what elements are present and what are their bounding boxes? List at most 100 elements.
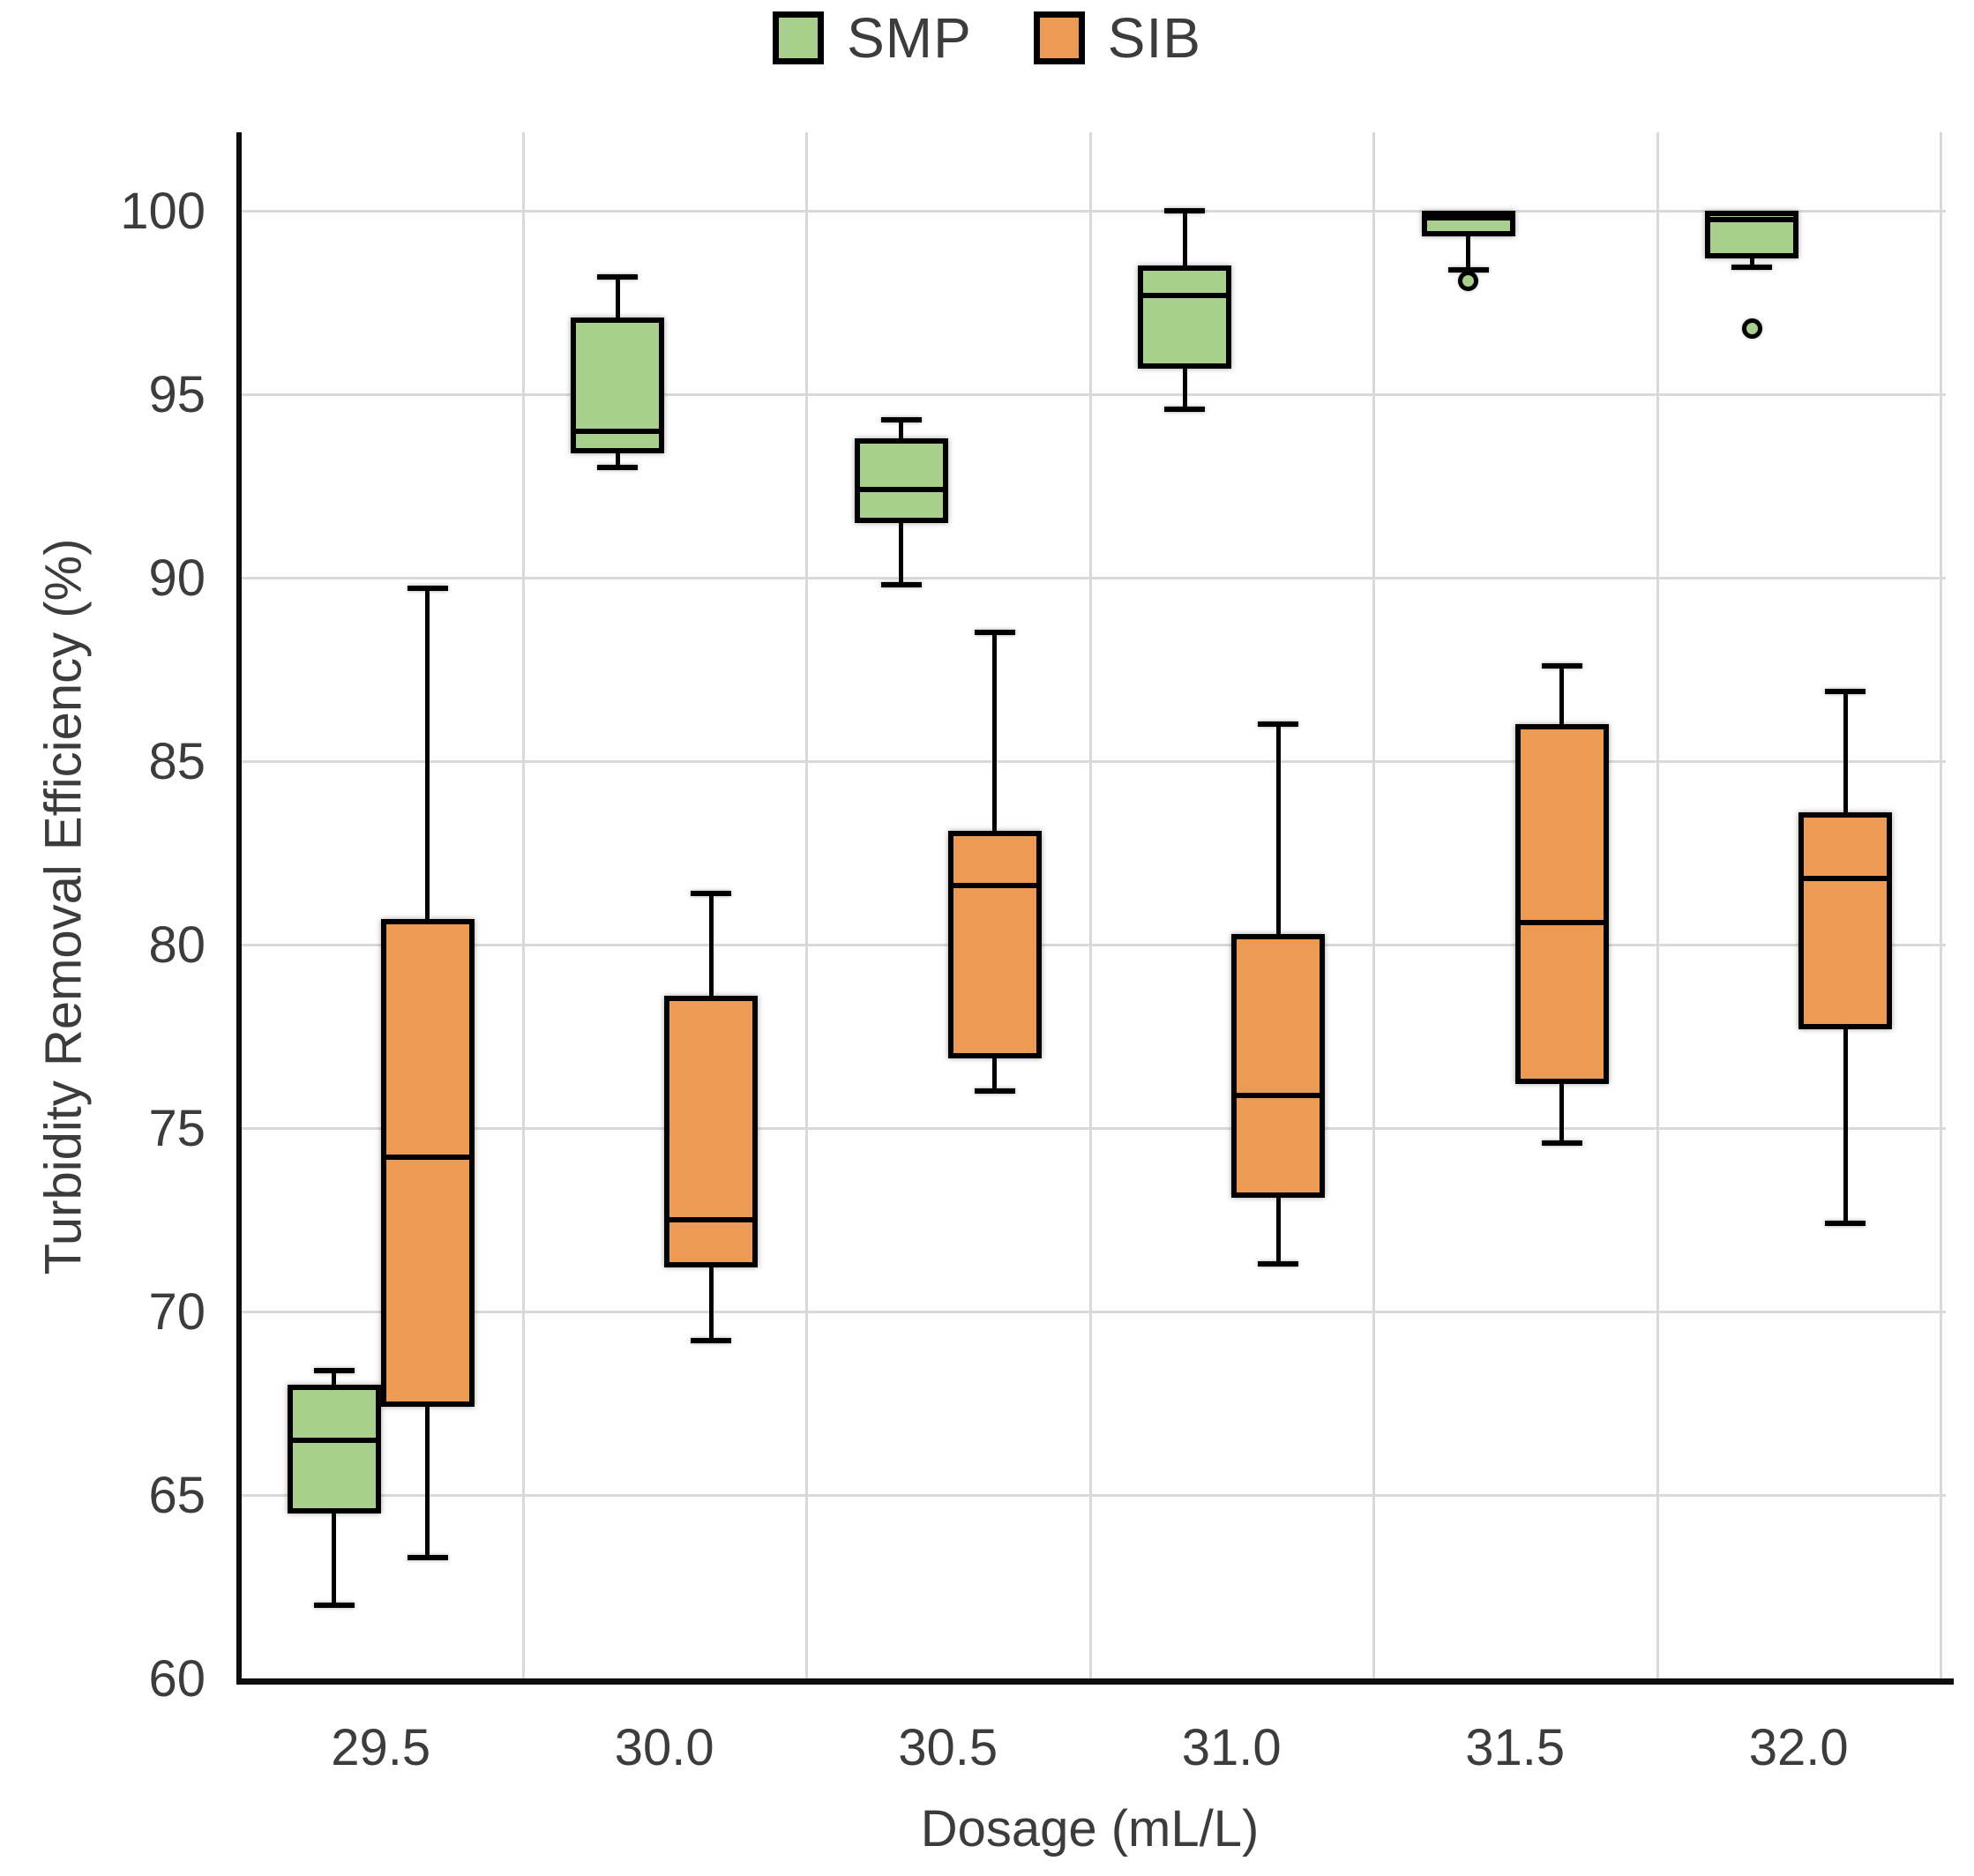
- box-sib-30.0-whisker-upper: [708, 893, 714, 997]
- box-smp-31.0-whisker-lower: [1182, 368, 1187, 409]
- x-tick-label: 29.5: [331, 1719, 431, 1776]
- box-sib-29.5-cap-lower: [407, 1554, 448, 1560]
- legend-item-sib: SIB: [1033, 5, 1201, 71]
- y-tick-label: 80: [148, 916, 206, 974]
- box-smp-30.5-whisker-upper: [899, 420, 904, 438]
- box-sib-32.0-median: [1798, 876, 1893, 882]
- x-tick-label: 32.0: [1748, 1719, 1849, 1776]
- gridline-y-95: [239, 393, 1946, 396]
- y-tick-label: 85: [148, 733, 206, 790]
- box-smp-30.5-median: [854, 487, 948, 493]
- box-sib-31.5-whisker-lower: [1559, 1084, 1565, 1143]
- gridline-x-6: [1940, 132, 1942, 1678]
- y-axis-line: [236, 132, 242, 1685]
- box-sib-31.0-whisker-upper: [1275, 724, 1281, 934]
- legend-swatch-icon: [1033, 11, 1085, 64]
- box-sib-31.5-whisker-upper: [1559, 665, 1565, 725]
- y-tick-label: 90: [148, 549, 206, 607]
- box-sib-29.5-cap-upper: [407, 586, 448, 592]
- box-sib-31.5-cap-lower: [1541, 1140, 1582, 1146]
- box-smp-31.5-rect: [1421, 211, 1515, 237]
- box-smp-32.0-cap-lower: [1731, 265, 1773, 271]
- box-sib-30.5-rect: [947, 831, 1042, 1058]
- box-smp-30.5-cap-lower: [880, 582, 922, 588]
- box-smp-29.5-whisker-upper: [332, 1370, 337, 1386]
- box-sib-30.5-median: [947, 883, 1042, 889]
- box-sib-30.0-whisker-lower: [708, 1267, 714, 1342]
- box-sib-31.0-whisker-lower: [1275, 1198, 1281, 1264]
- box-sib-32.0-whisker-upper: [1843, 691, 1848, 813]
- box-sib-30.0-rect: [664, 996, 759, 1268]
- box-sib-31.5-median: [1514, 920, 1609, 926]
- box-sib-32.0-rect: [1798, 812, 1893, 1029]
- legend-label: SMP: [847, 6, 972, 70]
- box-smp-30.5-rect: [854, 437, 948, 523]
- box-smp-29.5-whisker-lower: [332, 1513, 337, 1605]
- box-smp-31.0-median: [1138, 292, 1232, 298]
- box-smp-29.5-rect: [287, 1385, 381, 1514]
- gridline-x-3: [1088, 132, 1092, 1678]
- box-sib-32.0-cap-upper: [1825, 688, 1866, 694]
- legend-item-smp: SMP: [773, 5, 972, 71]
- box-sib-31.0-median: [1231, 1092, 1326, 1098]
- box-sib-31.5-rect: [1514, 724, 1609, 1085]
- box-smp-30.5-cap-upper: [880, 417, 922, 423]
- box-smp-30.0-cap-upper: [597, 273, 639, 280]
- gridline-y-85: [239, 760, 1946, 763]
- legend: SMP SIB: [0, 5, 1974, 71]
- x-tick-label: 31.5: [1465, 1719, 1566, 1776]
- box-sib-30.0-cap-upper: [691, 890, 732, 896]
- box-smp-30.5-whisker-lower: [899, 522, 904, 586]
- box-sib-32.0-whisker-lower: [1843, 1028, 1848, 1224]
- box-smp-31.0-rect: [1138, 265, 1232, 369]
- gridline-x-5: [1656, 132, 1659, 1678]
- gridline-y-90: [239, 577, 1946, 579]
- box-sib-29.5-rect: [380, 918, 475, 1408]
- box-smp-30.0-cap-lower: [597, 465, 639, 471]
- gridline-x-1: [521, 132, 525, 1678]
- box-sib-30.5-cap-lower: [974, 1088, 1015, 1095]
- gridline-y-100: [239, 210, 1946, 213]
- y-tick-label: 95: [148, 366, 206, 423]
- box-sib-29.5-whisker-lower: [425, 1407, 430, 1558]
- x-tick-label: 30.0: [614, 1719, 714, 1776]
- box-smp-31.5-whisker-lower: [1466, 236, 1471, 270]
- box-sib-30.5-cap-upper: [974, 630, 1015, 636]
- box-smp-29.5-cap-upper: [313, 1367, 355, 1373]
- box-smp-29.5-median: [287, 1437, 381, 1443]
- box-sib-30.0-median: [664, 1217, 759, 1222]
- gridline-y-80: [239, 944, 1946, 946]
- box-smp-31.0-cap-upper: [1164, 208, 1206, 213]
- box-smp-31.0-cap-lower: [1164, 406, 1206, 412]
- box-smp-30.0-whisker-lower: [615, 452, 620, 468]
- box-smp-31.5-cap-lower: [1447, 266, 1489, 273]
- box-smp-30.0-median: [571, 428, 665, 434]
- x-axis-line: [236, 1678, 1954, 1685]
- box-smp-31.5-outlier-0: [1458, 270, 1479, 291]
- y-tick-label: 70: [148, 1283, 206, 1341]
- gridline-y-65: [239, 1494, 1946, 1497]
- box-sib-32.0-cap-lower: [1825, 1221, 1866, 1227]
- box-smp-32.0-median: [1705, 217, 1799, 223]
- box-sib-31.0-cap-lower: [1258, 1260, 1299, 1267]
- legend-swatch-icon: [773, 11, 825, 64]
- box-smp-31.0-whisker-upper: [1182, 211, 1187, 266]
- y-tick-label: 65: [148, 1467, 206, 1524]
- y-tick-label: 75: [148, 1100, 206, 1157]
- x-tick-label: 31.0: [1181, 1719, 1282, 1776]
- box-sib-30.0-cap-lower: [691, 1338, 732, 1344]
- box-sib-31.0-cap-upper: [1258, 721, 1299, 728]
- box-sib-29.5-median: [380, 1155, 475, 1161]
- box-sib-31.0-rect: [1231, 933, 1326, 1199]
- box-sib-30.5-whisker-lower: [992, 1058, 998, 1092]
- box-sib-30.5-whisker-upper: [992, 632, 998, 832]
- legend-label: SIB: [1107, 6, 1201, 70]
- gridline-x-4: [1372, 132, 1375, 1678]
- box-sib-29.5-whisker-upper: [425, 588, 430, 919]
- gridline-x-2: [805, 132, 808, 1678]
- box-smp-29.5-cap-lower: [313, 1602, 355, 1608]
- gridline-y-75: [239, 1127, 1946, 1130]
- box-sib-31.5-cap-upper: [1541, 662, 1582, 669]
- box-smp-30.0-whisker-upper: [615, 276, 620, 318]
